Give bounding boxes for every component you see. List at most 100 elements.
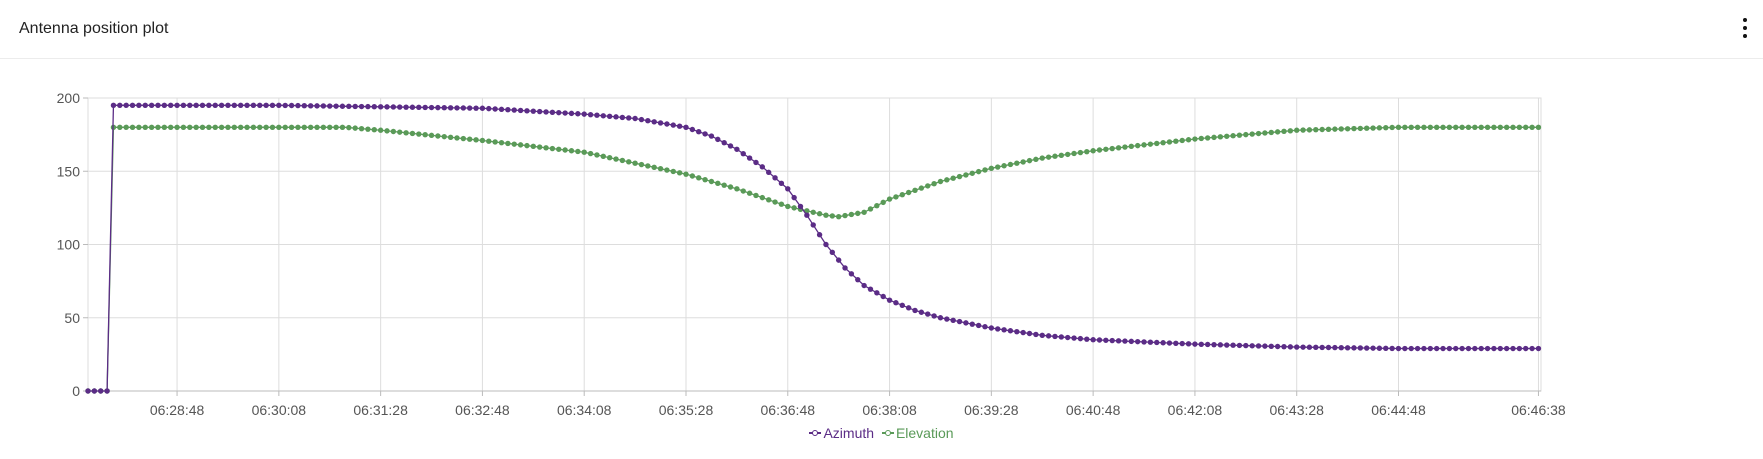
elevation-point <box>244 124 250 130</box>
elevation-point <box>282 124 288 130</box>
elevation-point <box>1033 156 1039 163</box>
azimuth-point <box>861 282 867 289</box>
legend-marker-icon <box>809 429 822 437</box>
elevation-point <box>842 212 848 219</box>
x-tick-label: 06:31:28 <box>353 402 408 418</box>
elevation-point <box>944 177 950 183</box>
x-tick-label: 06:36:48 <box>761 402 816 418</box>
azimuth-point <box>1064 334 1071 341</box>
azimuth-point <box>835 257 842 263</box>
azimuth-point <box>1039 332 1045 339</box>
azimuth-point <box>1243 342 1249 349</box>
x-tick-label: 06:46:38 <box>1511 402 1566 418</box>
azimuth-point <box>734 146 740 152</box>
elevation-point <box>861 209 867 215</box>
elevation-point <box>263 124 269 130</box>
azimuth-point <box>1344 345 1351 351</box>
azimuth-point <box>288 102 295 109</box>
elevation-point <box>759 194 766 201</box>
azimuth-point <box>441 105 447 111</box>
elevation-point <box>765 197 772 203</box>
azimuth-point <box>1090 337 1096 343</box>
elevation-point <box>1230 133 1236 139</box>
elevation-point <box>683 171 689 177</box>
elevation-point <box>187 124 193 130</box>
azimuth-point <box>740 150 746 157</box>
elevation-point <box>530 143 537 150</box>
elevation-point <box>1363 125 1370 131</box>
elevation-point <box>575 148 581 155</box>
elevation-point <box>1058 152 1065 159</box>
azimuth-point <box>969 321 975 327</box>
azimuth-point <box>715 136 721 143</box>
azimuth-point <box>1523 345 1529 352</box>
x-tick-label: 06:43:28 <box>1269 402 1324 418</box>
elevation-point <box>1319 126 1325 133</box>
elevation-point <box>1306 127 1313 133</box>
azimuth-point <box>1211 341 1217 348</box>
elevation-point <box>479 137 486 144</box>
azimuth-point <box>307 103 314 109</box>
elevation-point <box>409 130 416 137</box>
elevation-point <box>536 144 543 150</box>
elevation-point <box>995 164 1001 170</box>
elevation-point <box>772 199 778 205</box>
elevation-point <box>1472 124 1478 130</box>
azimuth-point <box>765 169 772 176</box>
azimuth-point <box>708 133 715 139</box>
azimuth-point <box>626 115 632 121</box>
elevation-point <box>199 124 206 130</box>
azimuth-point <box>148 102 155 109</box>
legend-item-azimuth[interactable]: Azimuth <box>809 425 874 441</box>
azimuth-point <box>1236 342 1243 349</box>
elevation-point <box>1128 143 1135 150</box>
elevation-point <box>1529 124 1535 130</box>
elevation-point <box>657 165 664 172</box>
elevation-point <box>670 168 676 175</box>
elevation-point <box>180 124 187 130</box>
elevation-point <box>734 186 740 192</box>
azimuth-point <box>1014 328 1020 335</box>
azimuth-point <box>689 126 696 133</box>
azimuth-point <box>1058 334 1065 340</box>
azimuth-point <box>409 104 416 110</box>
azimuth-point <box>403 104 409 110</box>
azimuth-point <box>390 104 397 110</box>
azimuth-point <box>1306 344 1313 350</box>
azimuth-point <box>746 155 753 161</box>
azimuth-point <box>85 388 91 394</box>
azimuth-point <box>1491 345 1497 352</box>
azimuth-point <box>1395 345 1402 352</box>
elevation-point <box>905 189 912 196</box>
elevation-point <box>645 163 651 169</box>
azimuth-point <box>556 109 562 116</box>
elevation-point <box>1281 128 1287 135</box>
elevation-point <box>950 175 956 181</box>
elevation-point <box>1503 124 1510 130</box>
elevation-point <box>1389 124 1395 131</box>
elevation-point <box>1465 124 1472 130</box>
legend-item-elevation[interactable]: Elevation <box>881 425 954 441</box>
elevation-point <box>1446 124 1453 130</box>
elevation-point <box>1357 125 1364 132</box>
elevation-point <box>320 124 327 130</box>
azimuth-point <box>581 111 587 117</box>
kebab-menu-icon[interactable] <box>1737 14 1753 42</box>
elevation-point <box>1217 134 1224 140</box>
elevation-point <box>543 145 549 151</box>
elevation-point <box>492 139 498 145</box>
azimuth-point <box>377 104 384 110</box>
azimuth-point <box>231 102 238 109</box>
elevation-point <box>416 131 422 137</box>
azimuth-point <box>543 109 549 115</box>
azimuth-point <box>982 324 988 330</box>
elevation-point <box>1491 124 1497 130</box>
elevation-point <box>269 124 276 130</box>
elevation-point <box>1014 160 1020 166</box>
elevation-point <box>855 210 861 217</box>
azimuth-point <box>371 103 377 110</box>
azimuth-point <box>263 102 269 109</box>
azimuth-point <box>797 203 804 210</box>
azimuth-point <box>180 102 187 109</box>
elevation-point <box>1134 142 1141 149</box>
